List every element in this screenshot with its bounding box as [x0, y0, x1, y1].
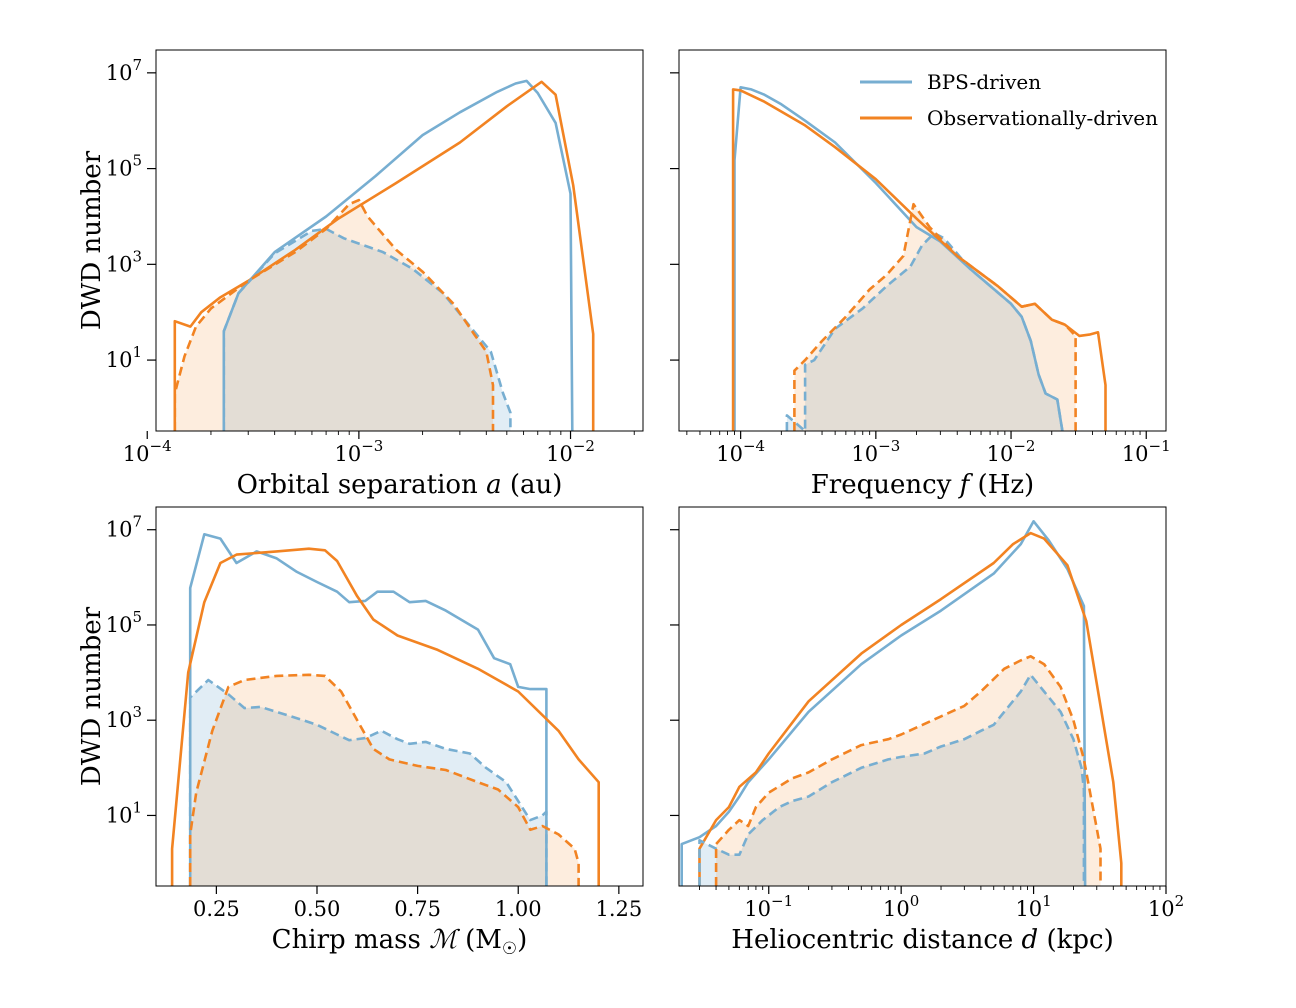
chirp-xtick-label: 1.25 [595, 897, 642, 921]
sep-axes-frame [155, 49, 644, 432]
freq-xtick-label: 10−4 [716, 437, 765, 466]
legend: BPS-driven Observationally-driven [860, 70, 1158, 130]
sep-fill-bps [223, 228, 511, 431]
chirp-xtick-label: 0.50 [294, 897, 341, 921]
sep-x-axis-label: Orbital separation a (au) [237, 470, 563, 500]
sep-fill-obs [174, 200, 494, 431]
dist-series-bps-solid [680, 519, 1087, 886]
dist-fill-obs [716, 656, 1101, 886]
dist-series-obs-solid [698, 531, 1123, 886]
sep-xtick-label: 10−2 [546, 437, 595, 466]
chirp-ytick-label: 105 [106, 608, 142, 637]
freq-xtick-label: 10−2 [987, 437, 1036, 466]
dist-xtick-label: 100 [883, 892, 919, 921]
sep-ytick-label: 101 [106, 343, 142, 372]
panel-dist: 10−1 100 101 102 Heliocentric distance d (kp… [670, 506, 1184, 955]
chirp-series-bps-solid [188, 532, 548, 886]
legend-bps-label: BPS-driven [927, 70, 1041, 94]
chirp-series-obs-dashed [188, 673, 580, 886]
sep-series-obs-solid [173, 80, 595, 431]
chirp-axes-frame [155, 506, 644, 887]
freq-axes-frame [678, 49, 1167, 432]
dist-fill-bps [699, 674, 1084, 886]
chirp-series-obs-solid [170, 547, 601, 886]
dist-axes-frame [678, 506, 1167, 887]
freq-plot-area [731, 86, 1107, 431]
chirp-ytick-label: 107 [106, 513, 142, 542]
legend-obs-label: Observationally-driven [927, 106, 1158, 130]
freq-xtick-label: 10−1 [1122, 437, 1171, 466]
freq-series-obs-solid [731, 88, 1107, 431]
freq-series-bps-solid [733, 86, 1064, 431]
sep-plot-area [173, 79, 595, 431]
sep-ytick-label: 107 [106, 56, 142, 85]
dist-plot-area [680, 519, 1123, 886]
chirp-ytick-label: 103 [106, 703, 142, 732]
sep-ytick-label: 105 [106, 152, 142, 181]
chirp-xtick-label: 0.75 [394, 897, 441, 921]
dist-xtick-label: 101 [1015, 892, 1051, 921]
chirp-plot-area [170, 532, 601, 886]
dist-series-obs-dashed [714, 654, 1102, 886]
sep-series-obs-dashed [173, 198, 495, 431]
dist-xtick-label: 10−1 [744, 892, 793, 921]
dist-xtick-label: 102 [1148, 892, 1184, 921]
panel-sep: 101 103 105 107 10−4 10−3 10−2 Orbital separati… [77, 49, 644, 500]
chirp-xtick-label: 1.00 [495, 897, 542, 921]
chirp-series-bps-dashed [188, 678, 548, 886]
sep-xtick-label: 10−4 [123, 437, 172, 466]
chirp-y-axis-label: DWD number [77, 606, 107, 786]
chirp-fill-obs [190, 674, 579, 886]
freq-xtick-label: 10−3 [851, 437, 900, 466]
freq-series-obs-dashed [793, 202, 1077, 431]
chirp-ytick-label: 101 [106, 798, 142, 827]
panel-freq: 10−4 10−3 10−2 10−1 Frequency f (Hz) [670, 49, 1171, 500]
chirp-x-axis-label: Chirp mass ℳ (M☉) [272, 925, 528, 959]
dist-x-axis-label: Heliocentric distance d (kpc) [731, 925, 1113, 955]
sep-xtick-label: 10−3 [334, 437, 383, 466]
panel-chirp: 101 103 105 107 0.25 0.50 0.75 1.00 1.25 Chirp ma… [77, 506, 644, 959]
dist-series-bps-dashed [698, 673, 1086, 886]
sep-ytick-label: 103 [106, 247, 142, 276]
sep-series-bps-dashed [222, 227, 512, 431]
chirp-fill-bps [190, 680, 547, 886]
chirp-xtick-label: 0.25 [193, 897, 240, 921]
freq-x-axis-label: Frequency f (Hz) [811, 470, 1034, 500]
freq-fill-bps [786, 233, 1063, 431]
sep-y-axis-label: DWD number [77, 150, 107, 330]
freq-fill-obs [794, 204, 1076, 431]
freq-series-bps-dashed [785, 231, 1064, 431]
